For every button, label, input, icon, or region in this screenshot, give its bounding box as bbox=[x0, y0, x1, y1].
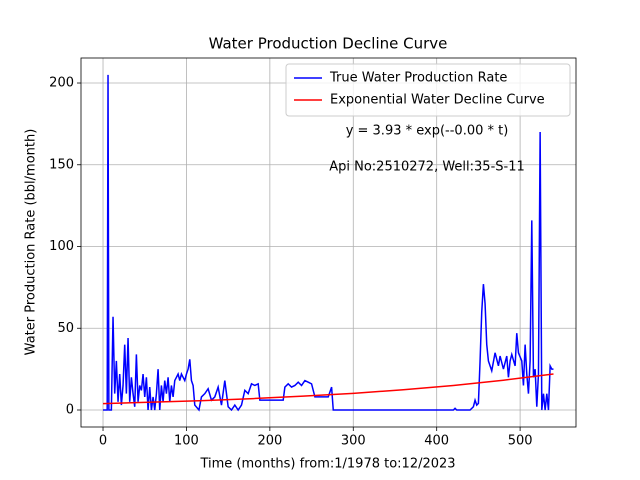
annotation: y = 3.93 * exp(--0.00 * t) bbox=[346, 124, 509, 139]
x-axis-label: Time (months) from:1/1978 to:12/2023 bbox=[199, 457, 455, 472]
y-tick-label: 200 bbox=[49, 76, 74, 91]
series-line bbox=[103, 373, 554, 405]
legend: True Water Production Rate Exponential Wa… bbox=[285, 63, 571, 117]
legend-label: Exponential Water Decline Curve bbox=[330, 93, 545, 108]
y-tick-label: 150 bbox=[49, 157, 74, 172]
x-tick-label: 300 bbox=[341, 434, 366, 449]
x-tick-label: 0 bbox=[99, 434, 107, 449]
annotation: Api No:2510272, Well:35-S-11 bbox=[329, 160, 525, 175]
chart-title: Water Production Decline Curve bbox=[209, 35, 448, 53]
legend-box bbox=[285, 63, 571, 117]
y-axis-label: Water Production Rate (bbl/month) bbox=[24, 129, 39, 356]
x-tick-label: 500 bbox=[508, 434, 533, 449]
series-line bbox=[103, 74, 554, 412]
plot-frame bbox=[80, 57, 577, 428]
x-tick-label: 200 bbox=[257, 434, 282, 449]
x-tick-label: 100 bbox=[174, 434, 199, 449]
plot-area: 0 100 200 300 400 500 0 50 100 150 200 True Water P… bbox=[49, 57, 577, 449]
x-tick-label: 400 bbox=[424, 434, 449, 449]
legend-label: True Water Production Rate bbox=[329, 71, 507, 86]
y-tick-label: 0 bbox=[66, 402, 74, 417]
y-tick-label: 100 bbox=[49, 239, 74, 254]
y-tick-label: 50 bbox=[57, 321, 74, 336]
